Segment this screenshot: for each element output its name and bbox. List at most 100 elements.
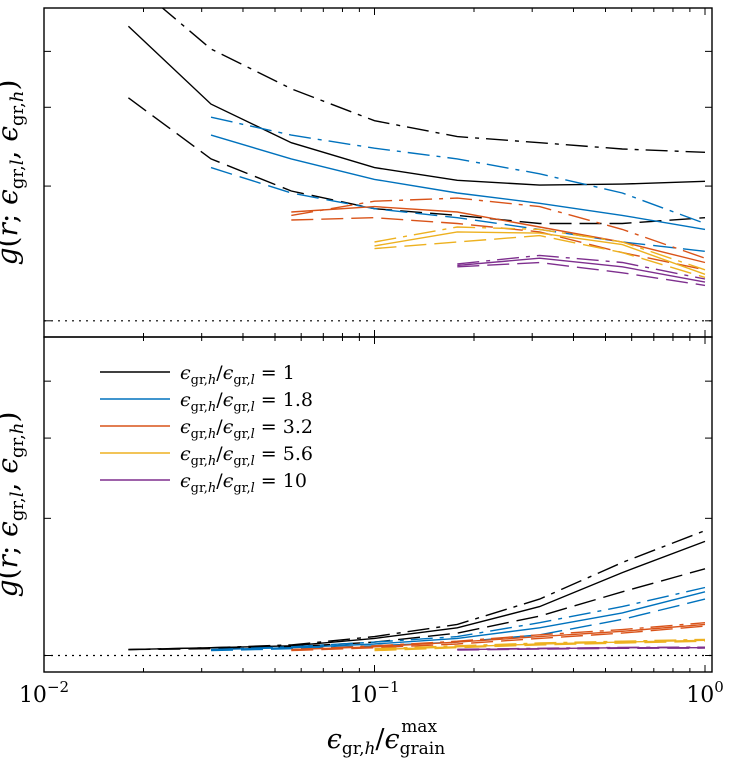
series-10-dashdot-line [457, 254, 706, 280]
series-10-dashdot-line [457, 646, 706, 650]
series-3.2-dashdot-line [291, 197, 706, 259]
x-tick-exponent: 0 [714, 678, 724, 696]
legend-label-part: = 3.2 [255, 416, 313, 438]
legend-label-part: ϵ [223, 416, 234, 438]
legend-label-part: l [251, 481, 255, 496]
legend-label-part: = 5.6 [255, 443, 313, 465]
series-5.6-dashed-line [374, 234, 706, 279]
series-1-solid-line [127, 25, 706, 186]
legend-label-part: l [251, 373, 255, 388]
y-axis-label-part: gr, [7, 165, 28, 189]
legend-label-part: / [216, 416, 223, 438]
legend-label-part: h [208, 454, 216, 469]
series-3.2-dashdot-line [291, 622, 706, 651]
series-1-solid-line [128, 540, 706, 651]
legend-label-part: ϵ [223, 470, 234, 492]
legend-label-part: l [251, 427, 255, 442]
x-axis-label: ϵgr,h/ϵgrainmax [327, 717, 445, 759]
series-1-dashdot-line [161, 8, 706, 153]
legend-label-part: ϵ [180, 470, 191, 492]
series-5.6-dashdot-line [374, 638, 706, 650]
y-axis-label-part: ϵ [0, 521, 24, 537]
x-tick-label: 10−2 [19, 678, 69, 708]
legend-label-part: l [251, 454, 255, 469]
y-axis-label-part: h [7, 423, 28, 435]
axes-frame [43, 336, 713, 673]
y-axis-label-part: , [0, 142, 24, 160]
series-5.6-solid-line [374, 639, 706, 651]
series-1.8-dashdot-line [210, 586, 706, 651]
legend-label-part: gr, [191, 481, 208, 496]
legend-label-part: ϵ [223, 389, 234, 411]
y-axis-label-part: ; [0, 205, 24, 223]
legend-label-part: h [208, 400, 216, 415]
series-1.8-dashed-line [210, 166, 706, 252]
x-tick-label: 10−1 [349, 678, 399, 708]
y-axis-label: g(r; ϵgr,l, ϵgr,h) [0, 80, 28, 266]
panel-no-backreaction: g(r; ϵgr,l, ϵgr,h)10−210−1100ϵgr,h/ϵgr,l… [0, 336, 724, 708]
legend-label-part: gr, [191, 427, 208, 442]
legend-label-part: gr, [233, 427, 250, 442]
legend-label-part: / [216, 470, 223, 492]
legend-label-part: / [216, 389, 223, 411]
series-1.8-dashdot-line [210, 116, 706, 225]
legend-label-part: gr, [191, 454, 208, 469]
y-axis-label-part: g [0, 579, 24, 597]
legend-label-1: ϵgr,h/ϵgr,l = 1 [180, 362, 295, 388]
series-5.6-solid-line [374, 231, 706, 275]
series-3.2-solid-line [291, 205, 706, 264]
y-axis-label-part: r [0, 222, 24, 237]
series-5.6-dashdot-line [374, 226, 706, 271]
legend-label-part: ϵ [180, 389, 191, 411]
legend-label-part: gr, [191, 400, 208, 415]
legend-label-3.2: ϵgr,h/ϵgr,l = 3.2 [180, 416, 313, 442]
y-axis-label-part: ( [0, 569, 24, 580]
y-axis-label: g(r; ϵgr,l, ϵgr,h) [0, 412, 28, 598]
legend-label-part: / [216, 443, 223, 465]
y-axis-label-part: ) [0, 80, 24, 91]
legend-label-part: gr, [233, 400, 250, 415]
series-1-dashed-line [128, 568, 706, 651]
y-axis-label-part: ( [0, 237, 24, 248]
legend-label-part: gr, [233, 481, 250, 496]
y-axis-label-part: ) [0, 412, 24, 423]
y-axis-label-part: gr, [7, 102, 28, 126]
series-5.6-dashed-line [374, 640, 706, 652]
legend-label-part: ϵ [223, 443, 234, 465]
y-axis-label-part: ϵ [0, 126, 24, 142]
legend-label-part: h [208, 427, 216, 442]
series-3.2-dashed-line [291, 625, 706, 652]
legend-label-part: h [208, 373, 216, 388]
x-tick-label: 100 [686, 678, 724, 708]
y-axis-label-part: l [7, 159, 28, 165]
panel-rdi: g(r; ϵgr,l, ϵgr,h) [0, 7, 713, 338]
legend-label-10: ϵgr,h/ϵgr,l = 10 [180, 470, 307, 496]
series-1-dashdot-line [128, 529, 706, 651]
series-10-dashed-line [457, 647, 706, 651]
legend-label-part: ϵ [180, 416, 191, 438]
series-3.2-dashed-line [291, 216, 706, 271]
legend-label-part: = 1.8 [255, 389, 313, 411]
y-axis-label-part: r [0, 554, 24, 569]
series-10-solid-line [457, 257, 706, 283]
legend-label-part: / [216, 362, 223, 384]
y-axis-label-part: gr, [7, 497, 28, 521]
y-axis-label-part: ϵ [0, 458, 24, 474]
series-1-dashed-line [127, 97, 706, 225]
y-axis-label-part: g [0, 247, 24, 265]
y-axis-label-part: ; [0, 537, 24, 555]
legend-label-part: ϵ [223, 362, 234, 384]
x-tick-base: 10 [349, 683, 377, 708]
legend-label-part: = 1 [255, 362, 295, 384]
legend-label-part: ϵ [180, 443, 191, 465]
y-axis-label-part: ϵ [0, 189, 24, 205]
series-1.8-solid-line [210, 591, 706, 651]
y-axis-label-part: h [7, 91, 28, 103]
x-tick-base: 10 [19, 683, 47, 708]
y-axis-label-part: gr, [7, 434, 28, 458]
x-tick-exponent: −2 [47, 678, 69, 696]
legend-label-part: h [208, 481, 216, 496]
legend-label-part: gr, [191, 373, 208, 388]
